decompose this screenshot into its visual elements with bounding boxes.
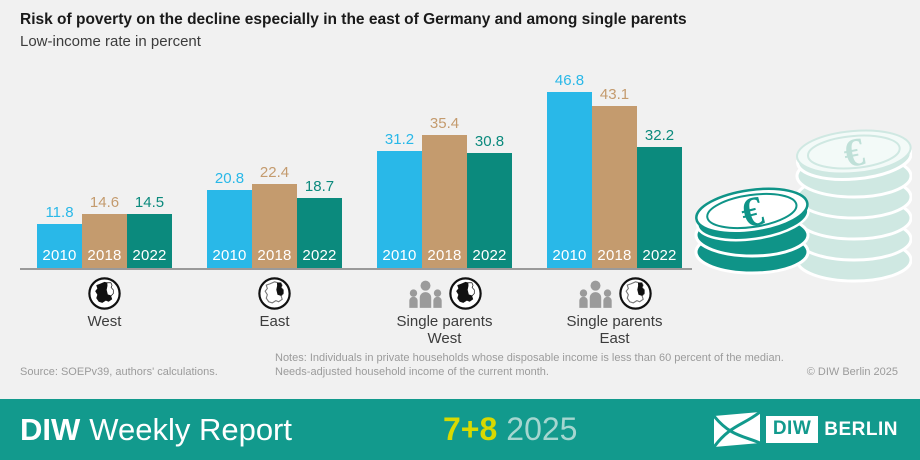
- issue-number: 7+8 2025: [443, 399, 577, 460]
- single-parents-icon: [577, 280, 614, 313]
- bar-value-label: 11.8: [45, 204, 74, 221]
- publication-title-bold: DIW: [20, 411, 81, 447]
- bar-year-label: 2018: [87, 247, 122, 264]
- publication-title-regular: Weekly Report: [89, 411, 292, 447]
- bar-value-label: 18.7: [304, 178, 335, 195]
- bar-2018-single-parents-east: 2018: [592, 106, 637, 269]
- bar-2018-single-parents-west: 2018: [422, 135, 467, 269]
- chart-title: Risk of poverty on the decline especiall…: [20, 11, 687, 28]
- bar-year-label: 2010: [212, 247, 247, 264]
- germany-west-icon: [88, 277, 121, 315]
- bar-year-label: 2022: [132, 247, 167, 264]
- bar-year-label: 2010: [552, 247, 587, 264]
- source-note: Source: SOEPv39, authors' calculations.: [20, 366, 218, 378]
- diw-signet-icon: [713, 411, 760, 448]
- bar-year-label: 2022: [472, 247, 507, 264]
- notes: Notes: Individuals in private households…: [275, 352, 815, 379]
- category-label-single-parents-east: Single parents East: [566, 313, 663, 347]
- bar-value-label: 46.8: [554, 72, 585, 89]
- notes-line-1: Notes: Individuals in private households…: [275, 352, 784, 364]
- bar-chart: 2010 11.8 2010 20.8 2010 31.2 2010 46.8 2018 14.6…: [37, 72, 682, 269]
- euro-coins-illustration: € €: [694, 129, 912, 283]
- bar-year-label: 2022: [642, 247, 677, 264]
- logo-diw-text: DIW: [765, 416, 819, 443]
- issue-value: 7+8: [443, 411, 498, 447]
- bar-2010-west: 2010: [37, 224, 82, 269]
- germany-east-icon: [619, 277, 652, 315]
- category-label-west: West: [87, 313, 122, 330]
- coin-stack-light: €: [795, 129, 912, 283]
- category-label-single-parents-west: Single parents West: [396, 313, 493, 347]
- bar-2018-east: 2018: [252, 184, 297, 269]
- bar-2022-east: 2022: [297, 198, 342, 269]
- category-label-east: East: [259, 313, 290, 330]
- bar-year-label: 2010: [42, 247, 77, 264]
- category-icons-single-parents-east: [555, 277, 675, 315]
- bar-2022-west: 2022: [127, 214, 172, 269]
- category-icons-west: [45, 277, 165, 315]
- coin-stack-dark: €: [694, 187, 810, 275]
- germany-west-icon: [449, 277, 482, 315]
- bar-value-label: 32.2: [644, 127, 675, 144]
- bar-2022-single-parents-west: 2022: [467, 153, 512, 269]
- bar-year-label: 2010: [382, 247, 417, 264]
- bar-2010-single-parents-east: 2010: [547, 92, 592, 269]
- x-axis-line: [20, 268, 692, 270]
- logo-berlin-text: BERLIN: [824, 418, 898, 440]
- publication-title: DIW Weekly Report: [20, 399, 292, 460]
- copyright-note: © DIW Berlin 2025: [806, 366, 898, 378]
- header: Risk of poverty on the decline especiall…: [20, 10, 900, 52]
- bar-value-label: 14.5: [134, 194, 165, 211]
- bar-year-label: 2018: [597, 247, 632, 264]
- bar-2022-single-parents-east: 2022: [637, 147, 682, 269]
- bar-year-label: 2022: [302, 247, 337, 264]
- bar-value-label: 14.6: [89, 194, 120, 211]
- footer-band: DIW Weekly Report 7+8 2025 DIW BERLIN: [0, 399, 920, 460]
- category-icons-single-parents-west: [385, 277, 505, 315]
- bar-year-label: 2018: [427, 247, 462, 264]
- germany-east-icon: [258, 277, 291, 315]
- bar-value-label: 20.8: [214, 170, 245, 187]
- notes-line-2: Needs-adjusted household income of the c…: [275, 365, 549, 378]
- bar-value-label: 30.8: [474, 133, 505, 150]
- bar-value-label: 31.2: [384, 131, 415, 148]
- diw-berlin-logo: DIW BERLIN: [713, 399, 898, 460]
- bar-2010-single-parents-west: 2010: [377, 151, 422, 269]
- category-icons-east: [215, 277, 335, 315]
- single-parents-icon: [407, 280, 444, 313]
- bar-value-label: 22.4: [259, 164, 290, 181]
- issue-year: 2025: [506, 411, 578, 447]
- chart-subtitle: Low-income rate in percent: [20, 33, 201, 50]
- bar-value-label: 43.1: [599, 86, 630, 103]
- bar-value-label: 35.4: [429, 115, 460, 132]
- bar-2010-east: 2010: [207, 190, 252, 269]
- bar-year-label: 2018: [257, 247, 292, 264]
- bar-2018-west: 2018: [82, 214, 127, 269]
